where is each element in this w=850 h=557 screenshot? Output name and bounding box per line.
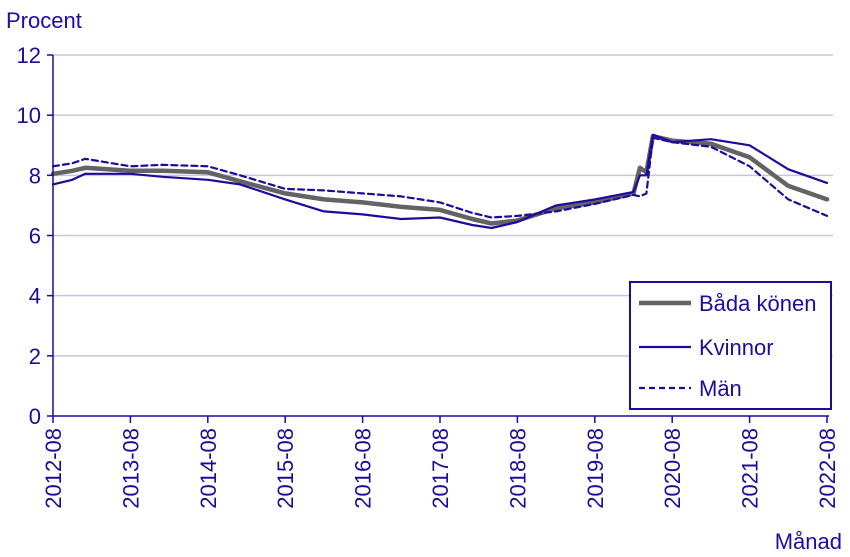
series-line-dashed	[51, 136, 829, 219]
y-tick-label: 2	[29, 344, 41, 369]
x-tick-label: 2015-08	[273, 428, 298, 509]
y-tick-label: 8	[29, 163, 41, 188]
x-tick-label: 2016-08	[351, 428, 376, 509]
x-tick-label: 2021-08	[738, 428, 763, 509]
y-tick-label: 10	[17, 103, 41, 128]
y-tick-label: 12	[17, 43, 41, 68]
y-tick-label: 0	[29, 404, 41, 429]
x-tick-labels: 2012-08 2013-08 2014-08 2015-08 2016-08 2017-…	[41, 416, 840, 509]
x-tick-label: 2022-08	[815, 428, 840, 509]
y-axis-label: Procent	[6, 8, 82, 33]
legend-label: Kvinnor	[699, 335, 774, 360]
x-tick-label: 2017-08	[428, 428, 453, 509]
y-tick-label: 6	[29, 224, 41, 249]
legend-label: Män	[699, 376, 742, 401]
x-tick-label: 2018-08	[505, 428, 530, 509]
x-tick-label: 2019-08	[583, 428, 608, 509]
series-lines	[50, 133, 830, 230]
legend: Båda könen Kvinnor Män	[629, 281, 832, 410]
x-tick-label: 2013-08	[118, 428, 143, 509]
y-tick-labels: 0 2 4 6 8 10 12	[17, 43, 53, 429]
x-axis-label: Månad	[775, 529, 842, 554]
x-tick-label: 2014-08	[196, 428, 221, 509]
legend-label: Båda könen	[699, 291, 816, 316]
series-line-thick	[50, 133, 830, 226]
series-line-solid	[51, 133, 829, 230]
y-tick-label: 4	[29, 284, 41, 309]
x-tick-label: 2012-08	[41, 428, 66, 509]
x-tick-label: 2020-08	[660, 428, 685, 509]
